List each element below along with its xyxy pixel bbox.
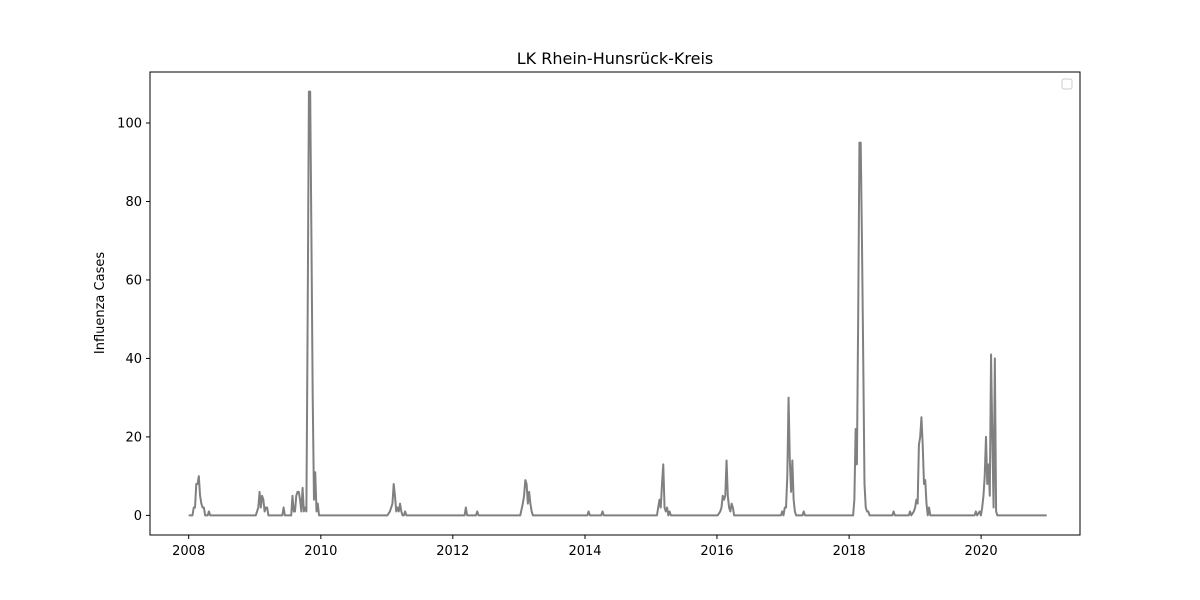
plot-area: 2008 2010 2012 2014 2016 2018 2020 0 20 40 60 80 100: [117, 90, 1047, 559]
series-line: [188, 90, 1047, 517]
y-tick-label: 80: [125, 195, 142, 210]
x-tick-label: 2010: [304, 544, 337, 559]
x-tick-label: 2018: [833, 544, 866, 559]
x-tick-label: 2014: [568, 544, 601, 559]
x-tick-label: 2020: [965, 544, 998, 559]
x-tick-label: 2016: [700, 544, 733, 559]
y-tick-label: 0: [134, 509, 142, 524]
y-axis-label: Influenza Cases: [93, 252, 108, 354]
y-tick-label: 100: [117, 117, 142, 132]
x-tick-label: 2008: [172, 544, 205, 559]
axes-frame: [149, 71, 1081, 536]
x-tick-label: 2012: [436, 544, 469, 559]
y-tick-label: 40: [125, 352, 142, 367]
chart-title: LK Rhein-Hunsrück-Kreis: [517, 49, 714, 68]
y-tick-label: 20: [125, 430, 142, 445]
legend-box: [1061, 78, 1073, 90]
y-tick-label: 60: [125, 273, 142, 288]
